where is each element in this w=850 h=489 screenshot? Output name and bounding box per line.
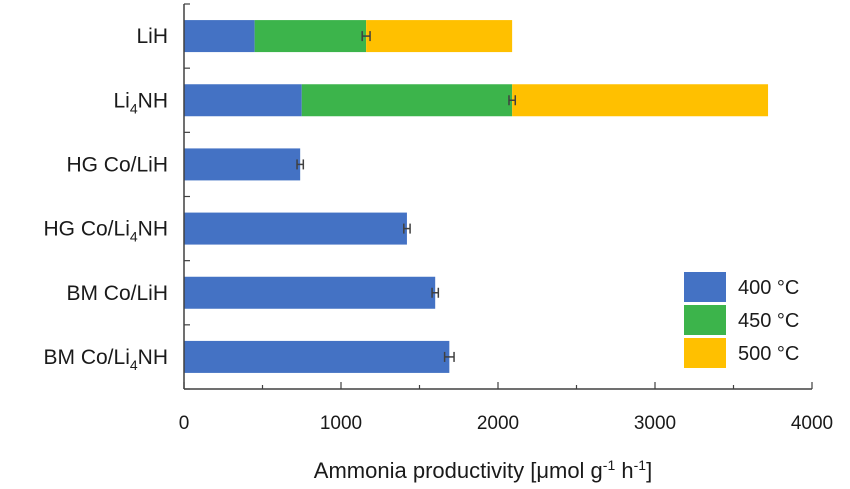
category-label: Li4NH xyxy=(114,89,169,116)
bar-segment xyxy=(184,212,407,245)
x-tick-label: 2000 xyxy=(477,413,519,434)
bar-segment xyxy=(184,84,302,117)
error-bars-layer xyxy=(296,31,517,362)
category-label: LiH xyxy=(136,25,168,48)
x-axis-title: Ammonia productivity [μmol g-1 h-1] xyxy=(314,457,652,483)
bar-segment xyxy=(512,84,769,117)
x-tick-label: 4000 xyxy=(791,413,833,434)
error-bar xyxy=(431,287,440,298)
x-tick-label: 0 xyxy=(179,413,190,434)
category-labels: LiH Li4NH HG Co/LiH HG Co/Li4NH BM Co/LiH BM … xyxy=(44,25,169,373)
bar-segment xyxy=(184,276,436,309)
bar-segment xyxy=(254,20,367,53)
legend-label: 450 °C xyxy=(738,310,799,332)
category-label: HG Co/LiH xyxy=(66,153,168,176)
legend-swatch xyxy=(684,272,726,302)
bar-segment xyxy=(184,20,255,53)
error-bar xyxy=(508,95,517,106)
x-tick-label: 1000 xyxy=(320,413,362,434)
error-bar xyxy=(361,31,371,42)
error-bar xyxy=(296,159,305,170)
category-label: BM Co/Li4NH xyxy=(44,346,169,373)
axes-layer xyxy=(183,3,813,390)
bars-layer xyxy=(184,20,769,373)
category-label: HG Co/Li4NH xyxy=(44,218,169,245)
legend-swatch xyxy=(684,305,726,335)
error-bar xyxy=(403,223,411,234)
legend-label: 400 °C xyxy=(738,277,799,299)
legend-label: 500 °C xyxy=(738,343,799,365)
bar-segment xyxy=(301,84,513,117)
bar-segment xyxy=(184,148,301,181)
legend-swatch xyxy=(684,338,726,368)
x-tick-label: 3000 xyxy=(634,413,676,434)
x-tick-labels: 0 1000 2000 3000 4000 xyxy=(179,413,833,434)
bar-segment xyxy=(184,340,450,373)
bar-segment xyxy=(366,20,513,53)
category-label: BM Co/LiH xyxy=(66,282,168,305)
legend: 400 °C 450 °C 500 °C xyxy=(684,272,799,368)
error-bar xyxy=(443,351,455,362)
